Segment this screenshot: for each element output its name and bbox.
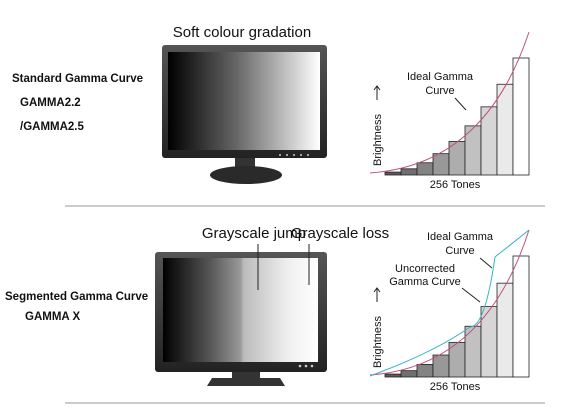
leader	[479, 257, 493, 269]
curve-label: Gamma Curve	[389, 276, 461, 288]
leader	[454, 97, 467, 111]
callout: Grayscale jump	[202, 225, 306, 242]
step-bar	[432, 354, 450, 378]
ideal-curve	[369, 229, 530, 376]
x-label: 256 Tones	[430, 381, 481, 393]
arrow	[373, 85, 381, 100]
step-bar	[432, 153, 450, 176]
step-bar	[384, 373, 402, 378]
uncorrected-curve	[369, 229, 530, 377]
monitor	[155, 244, 327, 386]
title: Segmented Gamma Curve	[5, 291, 148, 303]
step-bar	[512, 57, 530, 176]
mode: GAMMA2.2	[20, 97, 81, 109]
step-bar	[512, 255, 530, 378]
step-bar	[464, 325, 482, 378]
step-bar	[400, 168, 418, 176]
curve-label: Ideal Gamma	[427, 231, 494, 243]
callout: Grayscale loss	[291, 225, 389, 242]
mode: GAMMA X	[25, 311, 80, 323]
curve-label: Curve	[445, 245, 474, 257]
ideal-curve	[369, 31, 530, 174]
curve-label: Curve	[425, 85, 454, 97]
curve-label: Uncorrected	[395, 263, 455, 275]
x-label: 256 Tones	[430, 179, 481, 191]
step-bar	[496, 83, 514, 176]
step-bar	[416, 162, 434, 176]
step-bar	[400, 370, 418, 378]
step-bar	[416, 363, 434, 378]
monitor	[162, 45, 327, 184]
leader	[461, 287, 481, 303]
curve-label: Ideal Gamma	[407, 71, 474, 83]
step-bar	[384, 171, 402, 176]
y-label: Brightness	[372, 114, 384, 166]
title: Standard Gamma Curve	[12, 73, 143, 85]
heading: Soft colour gradation	[173, 24, 311, 41]
mode: /GAMMA2.5	[20, 121, 85, 133]
step-bar	[496, 282, 514, 378]
arrow	[373, 287, 381, 302]
y-label: Brightness	[372, 316, 384, 368]
